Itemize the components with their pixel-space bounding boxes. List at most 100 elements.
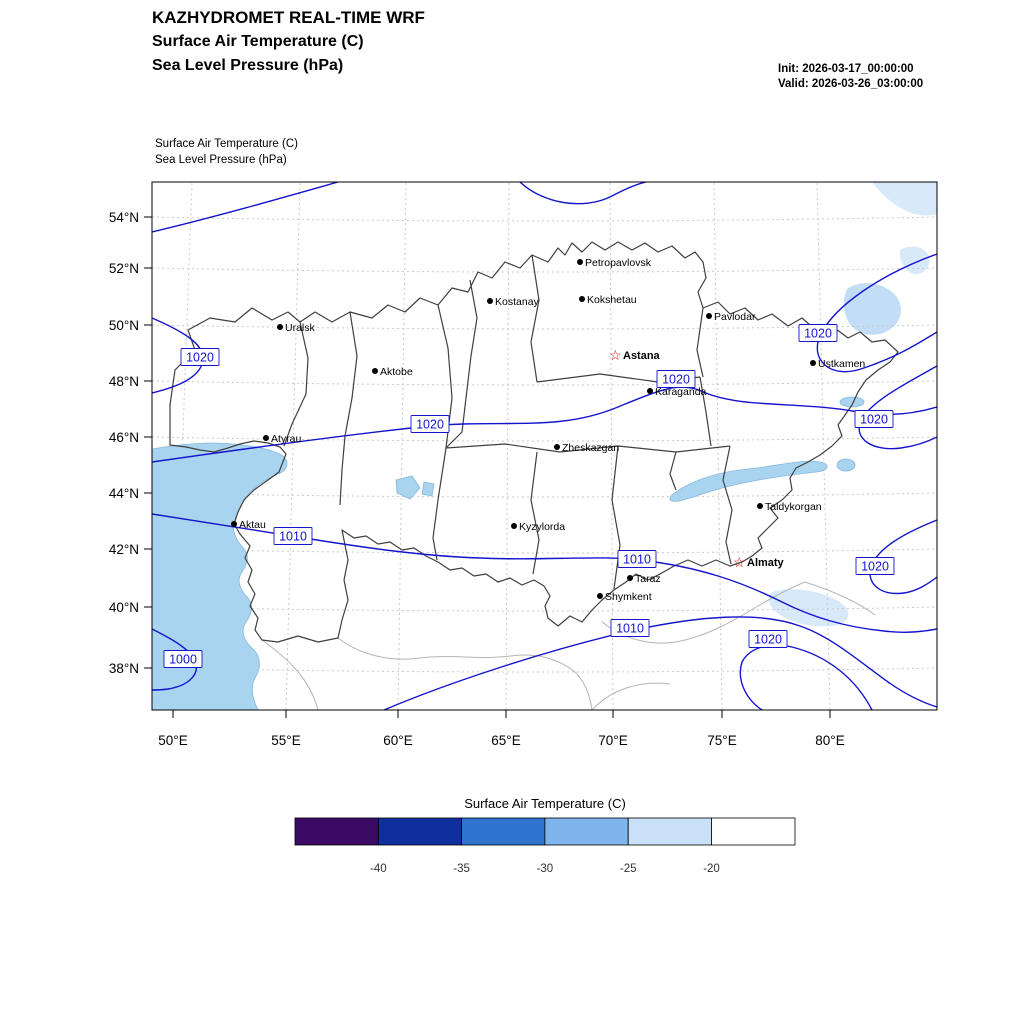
- lat-axis-label: 42°N: [109, 542, 139, 557]
- lat-axis-label: 38°N: [109, 661, 139, 676]
- map-panel-labels: Surface Air Temperature (C) Sea Level Pr…: [155, 136, 298, 168]
- svg-text:Kyzylorda: Kyzylorda: [519, 521, 565, 533]
- svg-text:Almaty: Almaty: [747, 557, 785, 569]
- city-marker-uralsk: Uralsk: [277, 322, 316, 334]
- star-icon: ☆: [733, 554, 746, 570]
- city-marker-taraz: Taraz: [627, 573, 661, 585]
- lon-axis-label: 50°E: [158, 733, 187, 748]
- svg-text:1020: 1020: [861, 560, 889, 574]
- page-header: KAZHYDROMET REAL-TIME WRF Surface Air Te…: [152, 6, 425, 78]
- city-marker-aktau: Aktau: [231, 519, 266, 531]
- lon-axis-label: 80°E: [815, 733, 844, 748]
- svg-text:1010: 1010: [616, 622, 644, 636]
- colorbar-segment: [461, 817, 546, 846]
- city-marker-shymkent: Shymkent: [597, 591, 652, 603]
- svg-text:1020: 1020: [662, 373, 690, 387]
- pressure-label: 1000: [163, 650, 203, 668]
- lon-axis-labels: 50°E 55°E 60°E 65°E 70°E 75°E 80°E: [158, 733, 844, 748]
- pressure-label: 1020: [798, 324, 838, 342]
- lat-axis-label: 40°N: [109, 600, 139, 615]
- lon-axis-label: 55°E: [271, 733, 300, 748]
- axis-ticks: [144, 216, 831, 718]
- colorbar-tick: -30: [537, 863, 554, 875]
- lake-alakol: [836, 458, 856, 472]
- colorbar-tick: -40: [370, 863, 387, 875]
- city-marker-petropavlovsk: Petropavlovsk: [577, 257, 652, 269]
- colorbar-tick: -20: [703, 863, 720, 875]
- svg-text:1020: 1020: [186, 351, 214, 365]
- svg-text:Atyrau: Atyrau: [271, 433, 302, 445]
- water-bodies: [152, 396, 865, 710]
- svg-text:1020: 1020: [416, 418, 444, 432]
- page-title: KAZHYDROMET REAL-TIME WRF: [152, 8, 425, 27]
- svg-text:1020: 1020: [804, 327, 832, 341]
- star-icon: ☆: [609, 347, 622, 363]
- aral-sea-north: [421, 481, 435, 497]
- aral-sea: [395, 475, 421, 500]
- pressure-contour-labels: 1020 1020 1020 1020 1020: [163, 324, 895, 668]
- init-time: Init: 2026-03-17_00:00:00: [778, 63, 914, 75]
- svg-text:1020: 1020: [860, 413, 888, 427]
- lake-zaysan: [839, 396, 865, 408]
- svg-text:Taldykorgan: Taldykorgan: [765, 501, 822, 513]
- svg-text:Taraz: Taraz: [635, 573, 661, 585]
- svg-text:Karaganda: Karaganda: [655, 386, 707, 398]
- capital-marker-astana: ☆ Astana: [609, 347, 661, 363]
- lon-axis-label: 60°E: [383, 733, 412, 748]
- city-marker-aktobe: Aktobe: [372, 366, 413, 378]
- page-subtitle-temperature: Surface Air Temperature (C): [152, 33, 364, 50]
- svg-text:Zheskazgan: Zheskazgan: [562, 442, 619, 454]
- map-panel-label-temperature: Surface Air Temperature (C): [155, 138, 298, 150]
- svg-text:Pavlodar: Pavlodar: [714, 311, 756, 323]
- svg-text:Kokshetau: Kokshetau: [587, 294, 637, 306]
- colorbar-segment: [711, 817, 796, 846]
- svg-text:Astana: Astana: [623, 350, 661, 362]
- pressure-label: 1020: [748, 630, 788, 648]
- colorbar-segment: [294, 817, 379, 846]
- map-panel-label-pressure: Sea Level Pressure (hPa): [155, 154, 287, 166]
- city-marker-taldykorgan: Taldykorgan: [757, 501, 822, 513]
- svg-text:Aktobe: Aktobe: [380, 366, 413, 378]
- colorbar: Surface Air Temperature (C) -40 -35 -30 …: [294, 796, 796, 875]
- city-marker-ustkamen: Ustkamen: [810, 358, 865, 370]
- pressure-label: 1020: [854, 410, 894, 428]
- svg-text:Ustkamen: Ustkamen: [818, 358, 865, 370]
- city-marker-kyzylorda: Kyzylorda: [511, 521, 565, 533]
- svg-text:1000: 1000: [169, 653, 197, 667]
- pressure-contours: [152, 182, 937, 710]
- lat-axis-labels: 54°N 52°N 50°N 48°N 46°N 44°N 42°N 40°N …: [109, 210, 139, 676]
- svg-text:Shymkent: Shymkent: [605, 591, 652, 603]
- colorbar-title: Surface Air Temperature (C): [464, 796, 626, 811]
- city-markers: Petropavlovsk Kostanay Kokshetau Pavloda…: [231, 257, 865, 603]
- colorbar-tick: -25: [620, 863, 637, 875]
- svg-text:Uralsk: Uralsk: [285, 322, 316, 334]
- valid-time: Valid: 2026-03-26_03:00:00: [778, 78, 924, 90]
- lat-axis-label: 46°N: [109, 430, 139, 445]
- foreign-borders: [261, 581, 876, 710]
- colorbar-segment: [627, 817, 712, 846]
- graticule: [152, 182, 937, 710]
- pressure-label: 1020: [855, 557, 895, 575]
- svg-text:1010: 1010: [623, 553, 651, 567]
- pressure-label: 1010: [610, 619, 650, 637]
- lat-axis-label: 48°N: [109, 374, 139, 389]
- lat-axis-label: 52°N: [109, 261, 139, 276]
- kazakhstan-border: [169, 241, 899, 643]
- lat-axis-label: 54°N: [109, 210, 139, 225]
- colorbar-segment: [544, 817, 629, 846]
- city-marker-karaganda: Karaganda: [647, 386, 707, 398]
- colorbar-tick: -35: [453, 863, 470, 875]
- caspian-sea: [152, 442, 288, 710]
- svg-text:1010: 1010: [279, 530, 307, 544]
- svg-text:Petropavlovsk: Petropavlovsk: [585, 257, 652, 269]
- city-marker-kostanay: Kostanay: [487, 296, 540, 308]
- pressure-label: 1020: [656, 370, 696, 388]
- lon-axis-label: 70°E: [598, 733, 627, 748]
- oblast-borders: [283, 254, 733, 590]
- page-subtitle-pressure: Sea Level Pressure (hPa): [152, 57, 344, 74]
- model-run-times: Init: 2026-03-17_00:00:00 Valid: 2026-03…: [778, 62, 923, 92]
- map-frame: [151, 181, 938, 711]
- lon-axis-label: 65°E: [491, 733, 520, 748]
- lat-axis-label: 44°N: [109, 486, 139, 501]
